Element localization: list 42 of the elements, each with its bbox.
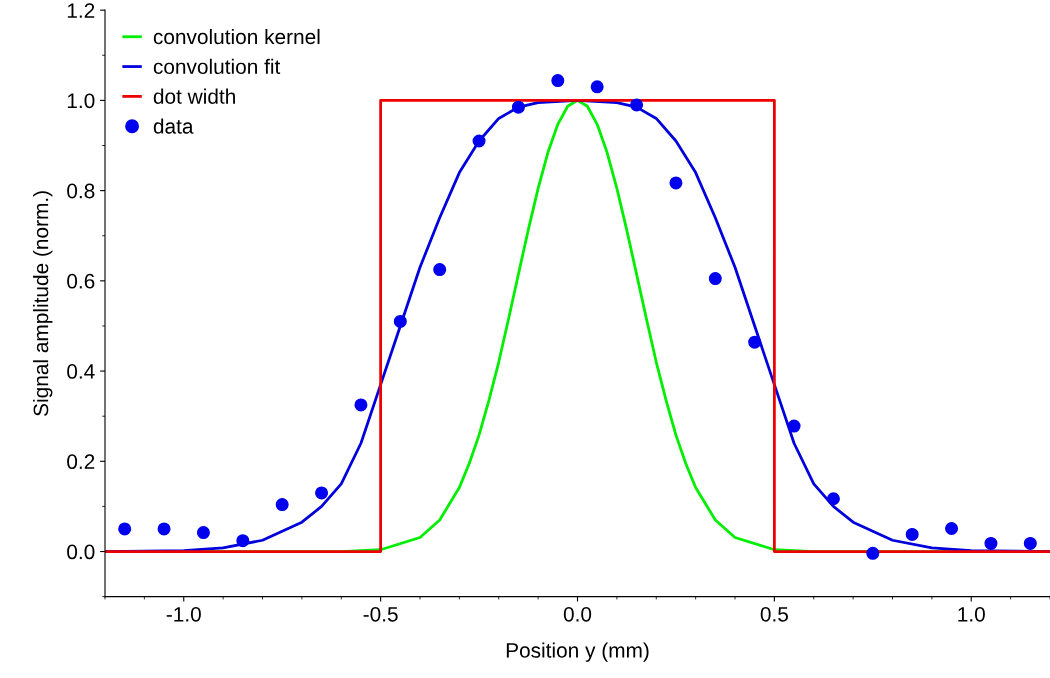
- point: [984, 536, 998, 550]
- point: [866, 546, 880, 560]
- point: [157, 522, 171, 536]
- point: [118, 522, 132, 536]
- y-tick-label: 0.2: [67, 454, 95, 470]
- x-tick-label: -0.5: [363, 606, 398, 622]
- point: [826, 492, 840, 506]
- point: [393, 314, 407, 328]
- x-axis-title: Position y (mm): [506, 642, 649, 662]
- y-tick-label: 0.4: [67, 364, 95, 379]
- legend-label: convolution kernel: [153, 28, 320, 45]
- x-tick-label: 1.0: [958, 606, 985, 622]
- point: [669, 176, 683, 190]
- point: [708, 272, 722, 286]
- point: [590, 80, 604, 94]
- point: [472, 134, 486, 148]
- y-tick-label: 1.2: [67, 3, 95, 18]
- point: [905, 527, 919, 541]
- point: [433, 263, 447, 277]
- point: [275, 498, 289, 512]
- legend-label: data: [153, 118, 194, 134]
- x-tick-label: 0.0: [563, 606, 592, 622]
- point: [315, 486, 329, 500]
- point: [787, 419, 801, 433]
- point: [945, 522, 959, 536]
- legend-label: convolution fit: [153, 58, 281, 75]
- x-tick-label: 0.5: [760, 606, 788, 622]
- y-tick-label: 0.0: [67, 544, 95, 560]
- point: [630, 98, 644, 112]
- x-tick-label: -1.0: [166, 606, 201, 622]
- point: [236, 534, 250, 548]
- point: [748, 335, 762, 349]
- point: [354, 398, 368, 412]
- y-tick-label: 0.6: [67, 273, 95, 289]
- point: [511, 100, 525, 114]
- y-tick-label: 0.8: [67, 183, 95, 199]
- point: [196, 526, 210, 540]
- y-axis-title: Signal amplitude (norm.): [33, 191, 53, 416]
- point: [1023, 536, 1037, 550]
- legend-label: dot width: [153, 88, 235, 104]
- y-tick-label: 1.0: [67, 93, 95, 109]
- point: [551, 74, 565, 88]
